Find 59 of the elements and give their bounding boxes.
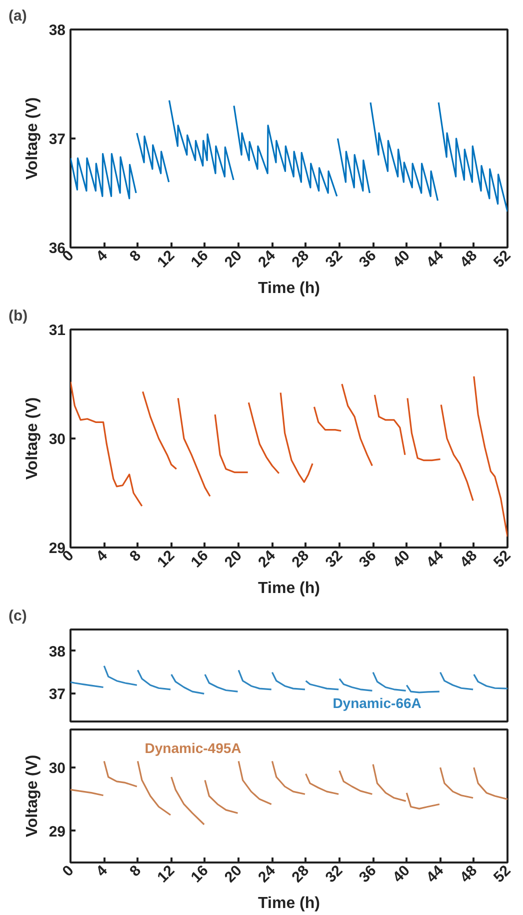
- x-tick-label: 28: [288, 247, 313, 272]
- x-tick-label: 32: [322, 862, 346, 886]
- x-tick-label: 28: [288, 547, 313, 572]
- x-tick-label: 24: [255, 862, 280, 886]
- x-tick-label: 52: [490, 247, 514, 272]
- x-tick-label: 44: [423, 246, 448, 272]
- x-tick-label: 24: [255, 246, 280, 272]
- x-tick-label: 8: [126, 247, 144, 266]
- y-axis-title: Voltage (V): [24, 397, 41, 480]
- x-tick-label: 8: [126, 547, 144, 566]
- series-label: Dynamic-66A: [332, 695, 422, 712]
- x-tick-label: 4: [92, 862, 112, 880]
- y-tick-label: 37: [48, 131, 66, 148]
- x-tick-label: 40: [390, 247, 414, 272]
- x-tick-label: 12: [154, 247, 178, 272]
- x-tick-label: 4: [92, 246, 112, 266]
- chart-title: (c): [8, 608, 27, 624]
- x-axis-title: Time (h): [258, 895, 320, 912]
- x-tick-label: 52: [490, 547, 514, 572]
- x-tick-label: 16: [188, 862, 212, 886]
- x-tick-label: 40: [390, 547, 414, 572]
- x-tick-label: 16: [188, 247, 212, 272]
- x-axis-title: Time (h): [258, 280, 320, 298]
- x-tick-label: 44: [423, 862, 448, 886]
- x-tick-label: 52: [490, 862, 514, 886]
- x-tick-label: 28: [288, 862, 313, 886]
- series-label: Dynamic-495A: [144, 740, 242, 756]
- x-tick-label: 48: [456, 862, 481, 886]
- x-axis-title: Time (h): [258, 580, 320, 598]
- x-tick-label: 20: [221, 862, 246, 886]
- y-axis-title: Voltage (V): [24, 97, 41, 180]
- x-tick-label: 12: [154, 547, 178, 572]
- x-tick-label: 36: [356, 547, 380, 572]
- y-axis-title: Voltage (V): [24, 754, 41, 838]
- y-tick-label: 31: [48, 322, 66, 339]
- x-tick-label: 20: [221, 547, 246, 572]
- x-tick-label: 32: [322, 247, 346, 272]
- chart-title: (a): [8, 8, 27, 24]
- y-tick-label: 30: [48, 760, 66, 777]
- y-tick-label: 38: [48, 643, 66, 660]
- x-tick-label: 24: [255, 546, 280, 572]
- x-tick-label: 12: [154, 862, 178, 886]
- x-tick-label: 48: [456, 547, 481, 572]
- x-tick-label: 4: [92, 546, 112, 566]
- x-tick-label: 40: [390, 862, 414, 886]
- x-tick-label: 0: [59, 862, 78, 880]
- x-tick-label: 44: [423, 546, 448, 572]
- y-tick-label: 37: [48, 686, 66, 704]
- x-tick-label: 32: [322, 547, 346, 572]
- x-tick-label: 36: [356, 862, 380, 886]
- chart-title: (b): [8, 308, 28, 324]
- x-tick-label: 36: [356, 247, 380, 272]
- y-tick-label: 29: [48, 823, 66, 840]
- y-tick-label: 30: [48, 431, 66, 448]
- y-tick-label: 38: [48, 22, 66, 39]
- x-tick-label: 48: [456, 247, 481, 272]
- x-tick-label: 16: [188, 547, 212, 572]
- x-tick-label: 20: [221, 247, 246, 272]
- x-tick-label: 8: [126, 862, 144, 880]
